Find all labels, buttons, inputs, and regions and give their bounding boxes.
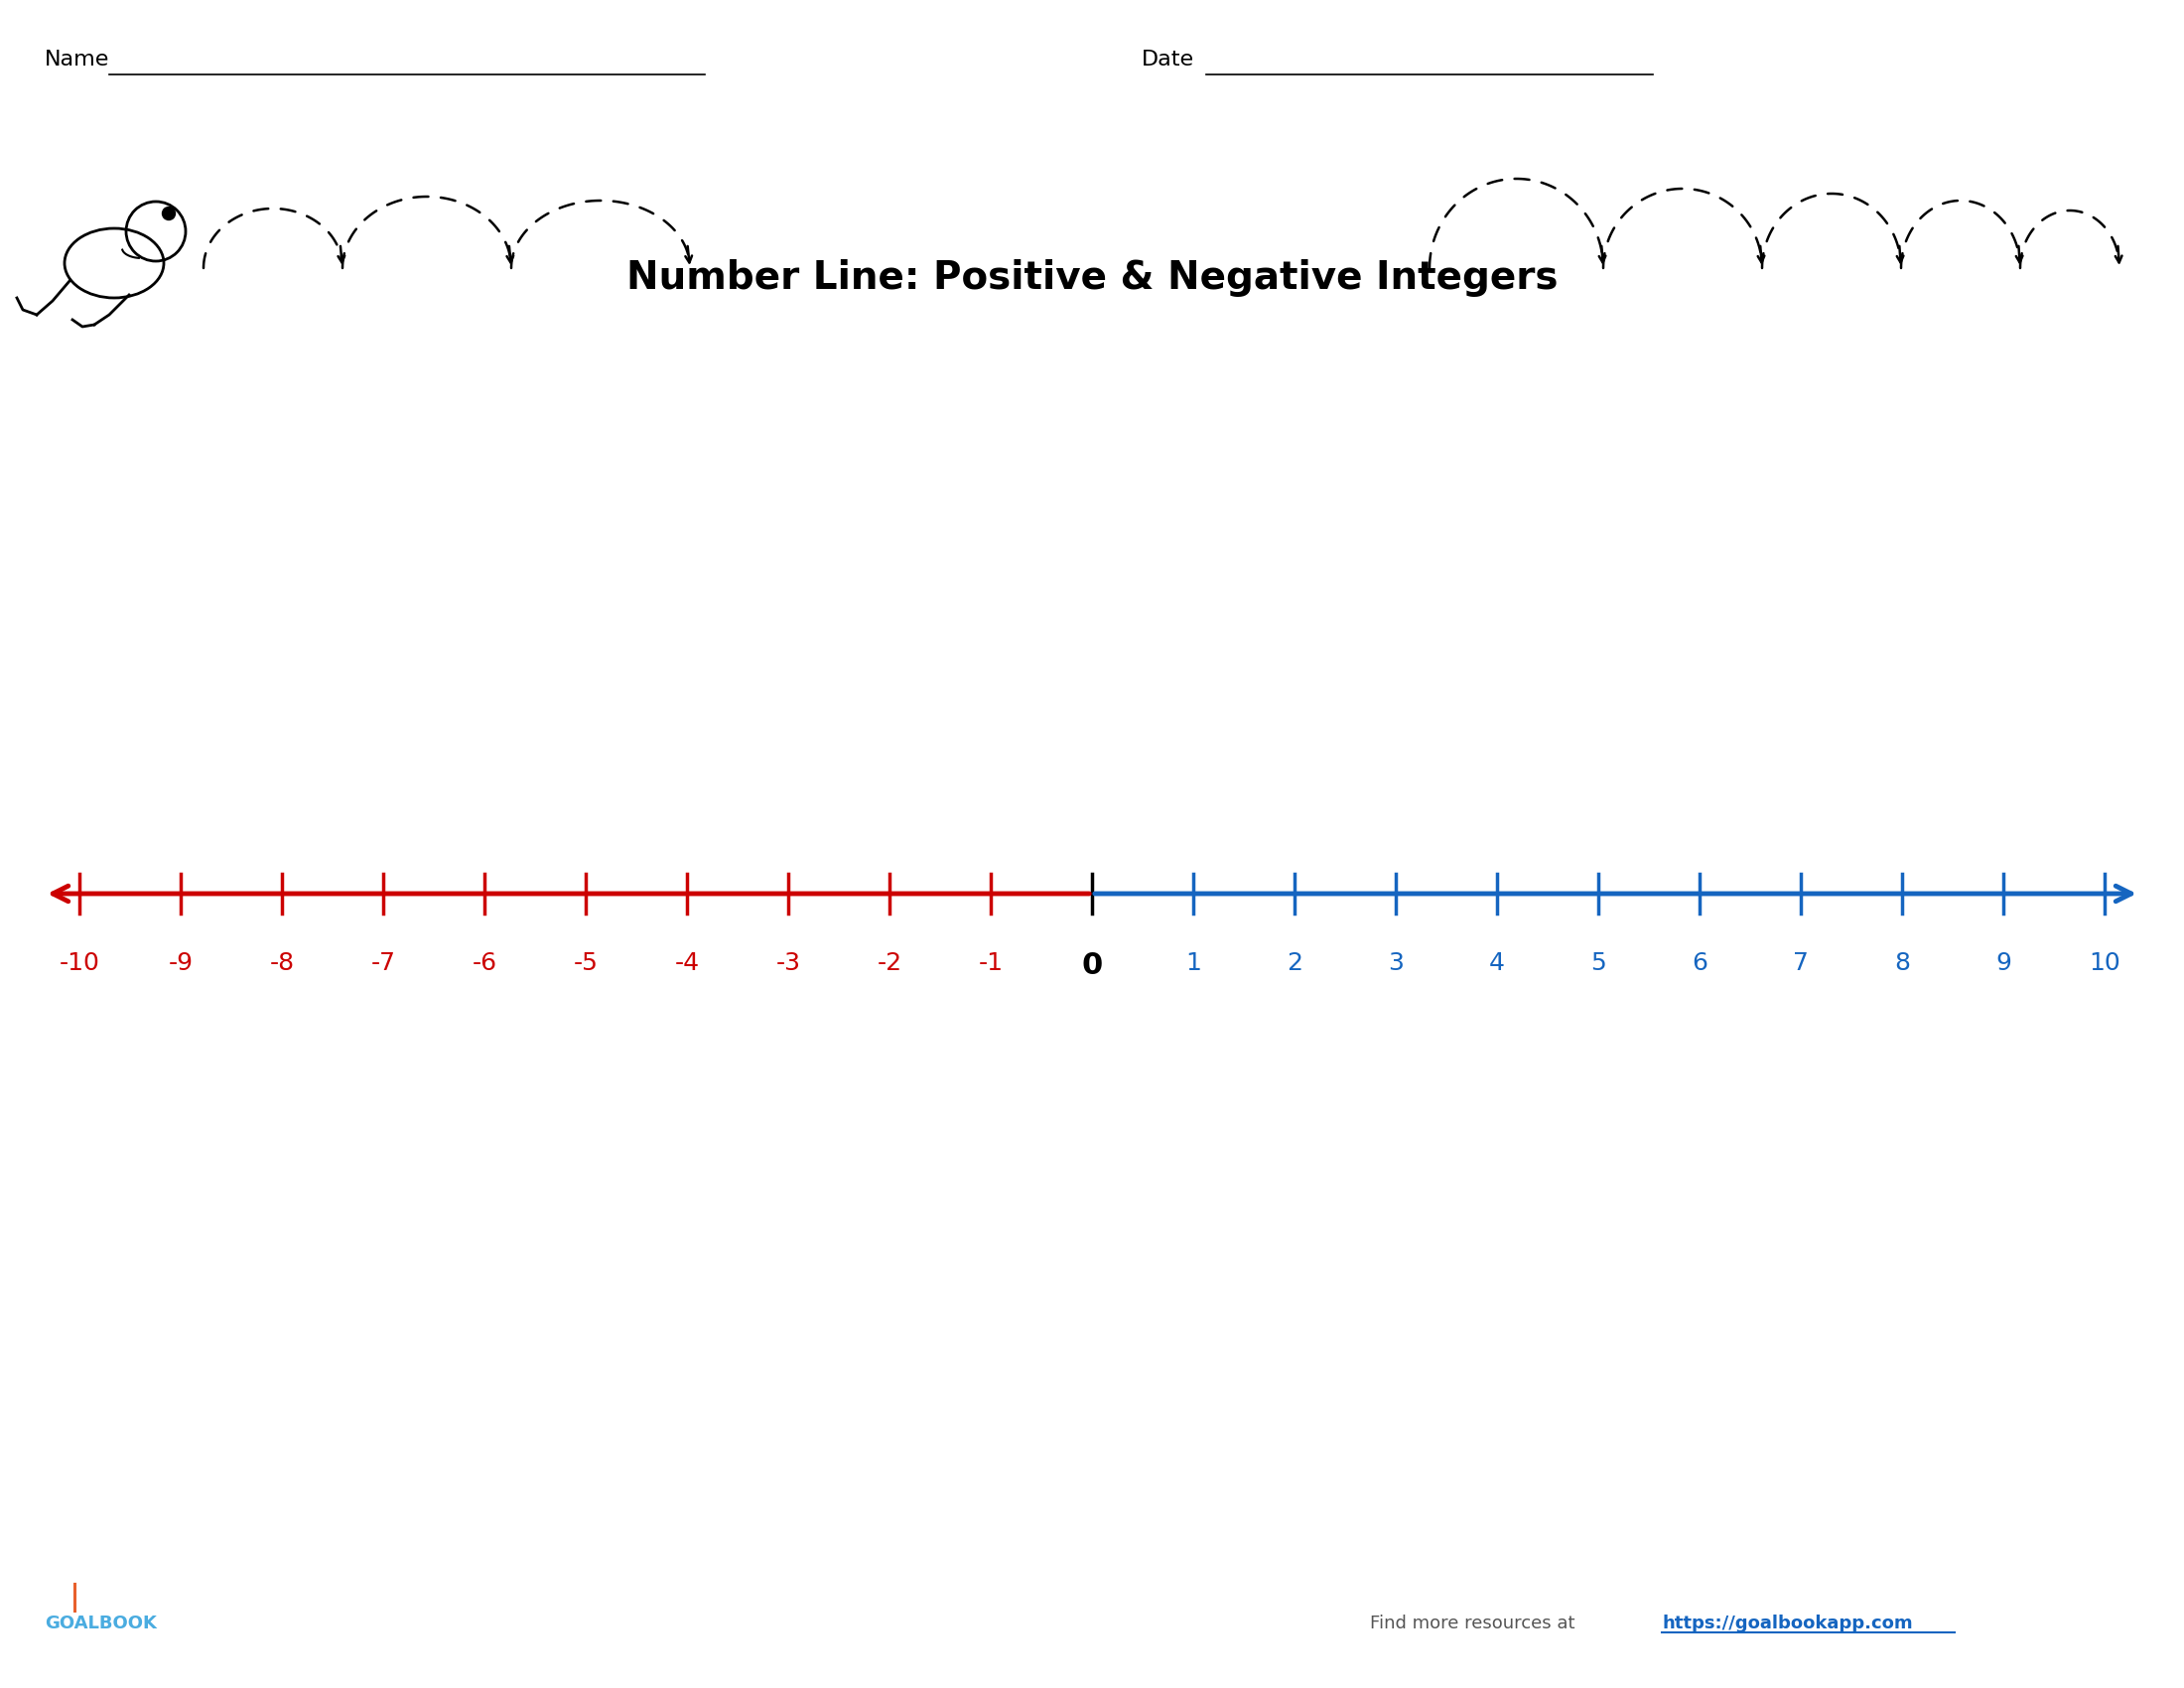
Text: -5: -5 bbox=[574, 952, 598, 976]
Text: -3: -3 bbox=[775, 952, 802, 976]
Text: Find more resources at: Find more resources at bbox=[1369, 1614, 1581, 1632]
Text: 5: 5 bbox=[1590, 952, 1605, 976]
Text: -9: -9 bbox=[168, 952, 192, 976]
Text: 8: 8 bbox=[1894, 952, 1911, 976]
Text: 2: 2 bbox=[1286, 952, 1302, 976]
Text: -8: -8 bbox=[269, 952, 295, 976]
Text: Date: Date bbox=[1142, 49, 1195, 69]
Text: -2: -2 bbox=[878, 952, 902, 976]
Text: https://goalbookapp.com: https://goalbookapp.com bbox=[1662, 1614, 1913, 1632]
Text: 1: 1 bbox=[1186, 952, 1201, 976]
Text: 0: 0 bbox=[1081, 952, 1103, 981]
Text: -10: -10 bbox=[59, 952, 100, 976]
Text: 10: 10 bbox=[2088, 952, 2121, 976]
Text: -7: -7 bbox=[371, 952, 395, 976]
Text: -4: -4 bbox=[675, 952, 699, 976]
Circle shape bbox=[162, 208, 175, 219]
Text: -6: -6 bbox=[472, 952, 498, 976]
Text: 9: 9 bbox=[1996, 952, 2011, 976]
Text: Name: Name bbox=[44, 49, 109, 69]
Text: 3: 3 bbox=[1387, 952, 1404, 976]
Text: Number Line: Positive & Negative Integers: Number Line: Positive & Negative Integer… bbox=[627, 260, 1557, 297]
Text: -1: -1 bbox=[978, 952, 1002, 976]
Text: 4: 4 bbox=[1489, 952, 1505, 976]
Text: 7: 7 bbox=[1793, 952, 1808, 976]
Text: 6: 6 bbox=[1693, 952, 1708, 976]
Text: GOALBOOK: GOALBOOK bbox=[44, 1614, 157, 1632]
